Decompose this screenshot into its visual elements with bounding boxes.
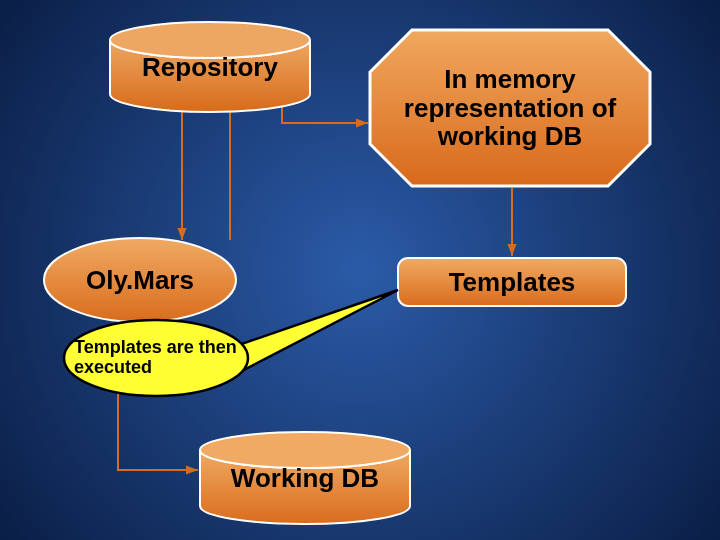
svg-marker-7 (370, 30, 650, 186)
svg-point-8 (44, 238, 236, 322)
svg-point-6 (110, 22, 310, 58)
svg-point-10 (200, 432, 410, 468)
svg-point-12 (64, 320, 248, 396)
svg-rect-9 (398, 258, 626, 306)
